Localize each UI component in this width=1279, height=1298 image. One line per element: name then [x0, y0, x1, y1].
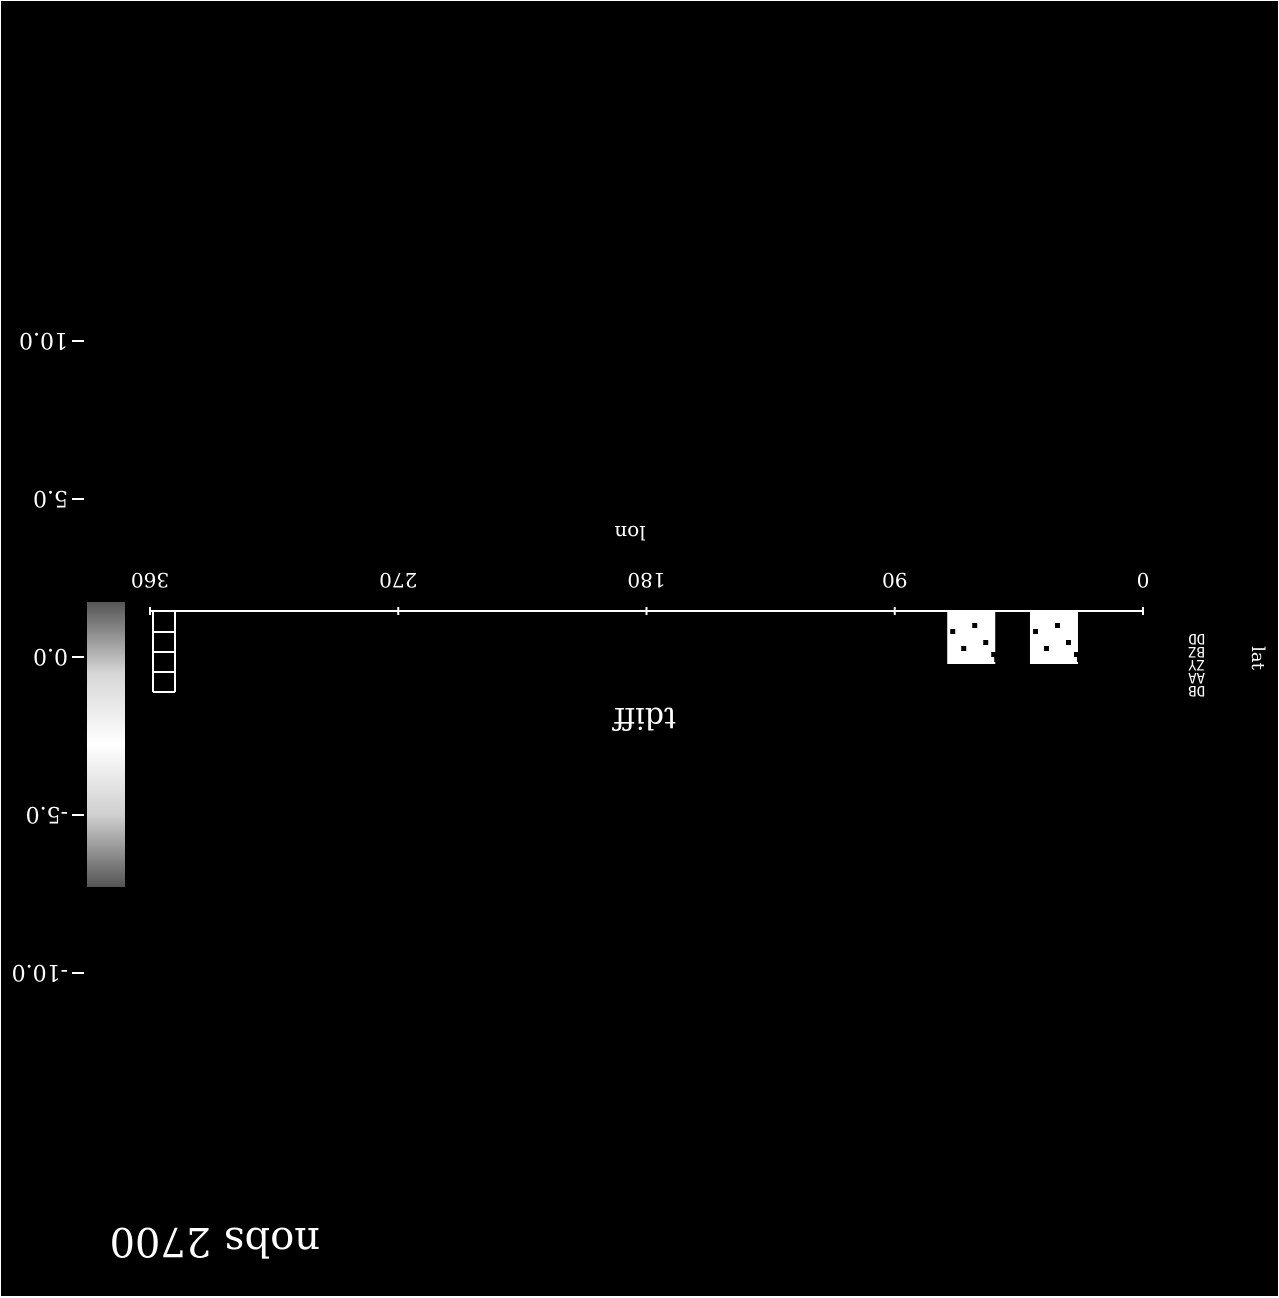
heatmap-cells [947, 612, 1082, 664]
side-label: DD [1188, 630, 1205, 646]
colorbar: -10.0 -5.0 0.0 5.0 10.0 [12, 327, 125, 984]
colorbar-gradient [87, 602, 125, 887]
y-axis-label: lat [1247, 646, 1268, 670]
legend-grid [152, 611, 176, 693]
x-tick-label: 0 [1137, 568, 1150, 592]
x-axis: 0 90 180 270 360 lon [131, 521, 1149, 615]
x-ticks: 0 90 180 270 360 [131, 568, 1149, 615]
x-tick-label: 270 [379, 568, 417, 592]
x-tick-label: 360 [131, 568, 169, 592]
x-tick-label: 90 [882, 568, 907, 592]
nobs-annotation: nobs 2700 [110, 1218, 321, 1264]
side-label: ZY [1188, 656, 1205, 672]
colorbar-tick-label: 10.0 [19, 327, 68, 352]
side-label: AA [1188, 669, 1205, 685]
heatmap-cell [1029, 612, 1082, 664]
chart-title: tdiff [611, 700, 676, 735]
side-label: BZ [1188, 643, 1205, 659]
colorbar-tick-label: -10.0 [12, 959, 68, 984]
side-label: DB [1188, 682, 1205, 698]
colorbar-ticks: -10.0 -5.0 0.0 5.0 10.0 [12, 327, 84, 984]
colorbar-tick-label: 5.0 [33, 485, 68, 510]
x-tick-label: 180 [627, 568, 665, 592]
colorbar-tick-label: 0.0 [33, 643, 68, 668]
heatmap-cell [947, 612, 1000, 664]
x-axis-label: lon [614, 521, 645, 545]
colorbar-tick-label: -5.0 [26, 801, 68, 826]
